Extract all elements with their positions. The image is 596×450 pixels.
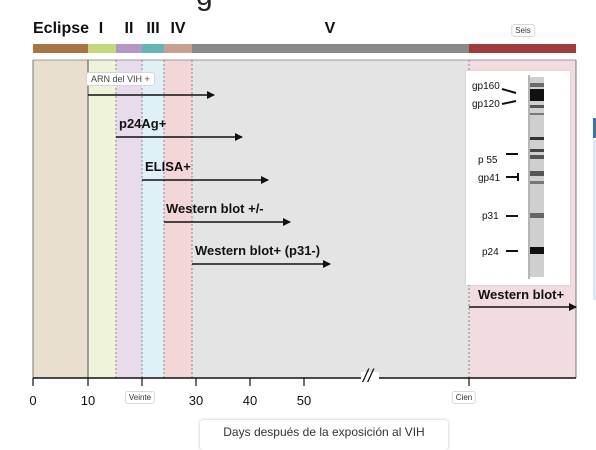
stage-label-eclipse: Eclipse bbox=[33, 20, 90, 37]
blot-label-p24: p24 bbox=[482, 247, 499, 258]
region-stage-2 bbox=[116, 60, 142, 378]
stage-label-2: II bbox=[124, 20, 134, 37]
region-eclipse bbox=[33, 60, 88, 378]
blot-label-p55: p 55 bbox=[478, 155, 498, 166]
stage-label-4: IV bbox=[170, 20, 186, 37]
axis-break-gap bbox=[361, 372, 379, 384]
tick-label-100: Cien bbox=[451, 391, 477, 404]
stage-bar-eclipse bbox=[33, 44, 88, 53]
marker-label-elisa: ELISA+ bbox=[145, 159, 191, 174]
blot-label-gp120: gp120 bbox=[472, 99, 500, 110]
western-blot-image: gp160 gp120 p 55 gp41 p31 p24 bbox=[466, 71, 570, 285]
axis-break: // bbox=[363, 366, 374, 386]
edge-panel-tab bbox=[593, 118, 596, 138]
stage-label-3: III bbox=[146, 20, 160, 37]
region-stage-3 bbox=[142, 60, 164, 378]
timeline-graphics bbox=[32, 59, 577, 386]
blot-label-gp41: gp41 bbox=[478, 173, 501, 184]
stage-label-1: I bbox=[98, 20, 104, 37]
blot-strip bbox=[501, 75, 544, 279]
tick-label-20: Veinte bbox=[124, 391, 156, 404]
stage-bar-1 bbox=[88, 44, 116, 53]
blot-label-gp160: gp160 bbox=[472, 81, 500, 92]
region-stage-4 bbox=[164, 60, 192, 378]
tick-label-30: 30 bbox=[188, 393, 204, 408]
stage-label-6: Seis bbox=[511, 24, 535, 37]
tick-label-40: 40 bbox=[242, 393, 258, 408]
axis-title: Days después de la exposición al VIH bbox=[200, 420, 448, 450]
edge-panel bbox=[593, 140, 596, 300]
tick-label-50: 50 bbox=[296, 393, 312, 408]
marker-label-p24: p24Ag+ bbox=[119, 116, 167, 131]
stage-bar-2 bbox=[116, 44, 142, 53]
stage-bar-3 bbox=[142, 44, 164, 53]
marker-label-wb-p31neg: Western blot+ (p31-) bbox=[195, 243, 321, 258]
blot-label-p31: p31 bbox=[482, 211, 499, 222]
marker-label-arn: ARN del VIH + bbox=[86, 72, 155, 86]
region-stage-5 bbox=[192, 60, 469, 378]
stage-label-5: V bbox=[324, 20, 336, 37]
tick-label-0: 0 bbox=[29, 393, 37, 408]
tick-label-10: 10 bbox=[80, 393, 96, 408]
stage-bar-6 bbox=[469, 44, 576, 53]
page-title: g bbox=[196, 0, 213, 13]
region-stage-1 bbox=[88, 60, 116, 378]
marker-label-wb-indeterminate: Western blot +/- bbox=[166, 201, 264, 216]
stage-bar-5 bbox=[192, 44, 469, 53]
stage-bar-4 bbox=[164, 44, 192, 53]
marker-label-wb-positive: Western blot+ bbox=[478, 287, 565, 302]
